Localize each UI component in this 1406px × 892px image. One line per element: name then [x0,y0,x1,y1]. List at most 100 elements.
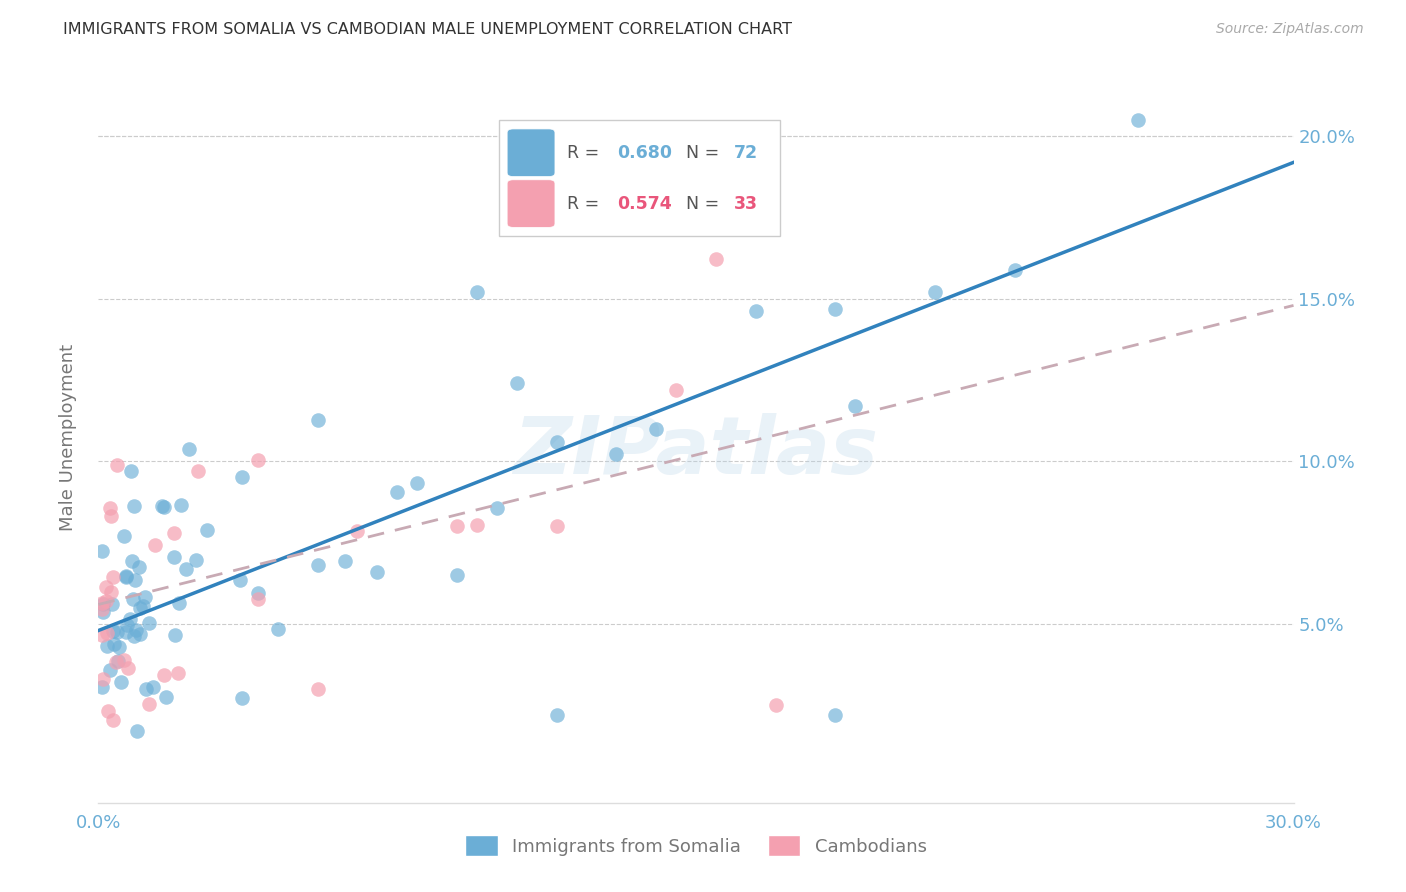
Immigrants from Somalia [120,612,142,626]
Immigrants from Somalia [546,434,568,449]
Cambodians [100,585,122,599]
Immigrants from Somalia [385,484,409,499]
Immigrants from Somalia [110,674,132,689]
Immigrants from Somalia [174,562,197,576]
Immigrants from Somalia [135,681,157,696]
Cambodians [465,517,488,532]
Immigrants from Somalia [124,574,146,588]
Text: N =: N = [686,194,725,212]
Immigrants from Somalia [131,599,153,613]
Immigrants from Somalia [406,475,429,490]
Cambodians [765,698,787,713]
Cambodians [346,524,368,538]
Immigrants from Somalia [605,447,627,461]
Cambodians [665,383,688,397]
Immigrants from Somalia [335,554,357,568]
FancyBboxPatch shape [508,180,555,227]
Cambodians [94,580,117,594]
Immigrants from Somalia [366,565,388,579]
Immigrants from Somalia [134,590,156,604]
Immigrants from Somalia [177,442,200,456]
Immigrants from Somalia [91,680,114,694]
Cambodians [163,526,186,541]
Cambodians [153,668,176,682]
Immigrants from Somalia [844,399,866,413]
Immigrants from Somalia [307,558,329,572]
Text: Source: ZipAtlas.com: Source: ZipAtlas.com [1216,22,1364,37]
Immigrants from Somalia [465,285,488,300]
Cambodians [101,569,124,583]
Cambodians [246,453,269,467]
Immigrants from Somalia [128,627,150,641]
Immigrants from Somalia [96,639,118,653]
Cambodians [105,458,128,472]
Immigrants from Somalia [125,623,148,637]
Immigrants from Somalia [231,470,253,484]
Immigrants from Somalia [115,618,138,632]
Immigrants from Somalia [446,567,468,582]
Immigrants from Somalia [103,637,125,651]
Immigrants from Somalia [98,663,121,677]
Immigrants from Somalia [824,301,846,316]
Text: 0.680: 0.680 [617,144,672,161]
Immigrants from Somalia [114,570,136,584]
Immigrants from Somalia [170,498,193,512]
Cambodians [105,655,128,669]
Cambodians [91,628,114,642]
Immigrants from Somalia [91,544,114,558]
Cambodians [138,697,160,711]
Immigrants from Somalia [107,654,129,668]
Immigrants from Somalia [91,605,114,619]
Immigrants from Somalia [101,624,124,639]
Cambodians [446,519,468,533]
Immigrants from Somalia [231,691,253,706]
Cambodians [100,509,122,524]
Immigrants from Somalia [142,680,165,694]
FancyBboxPatch shape [508,129,555,177]
Immigrants from Somalia [121,554,143,568]
Immigrants from Somalia [165,627,187,641]
Legend: Immigrants from Somalia, Cambodians: Immigrants from Somalia, Cambodians [458,828,934,863]
Text: 33: 33 [734,194,758,212]
Immigrants from Somalia [114,529,136,543]
Immigrants from Somalia [824,708,846,723]
Immigrants from Somalia [155,690,177,705]
Text: 0.574: 0.574 [617,194,672,212]
Immigrants from Somalia [167,595,190,609]
Immigrants from Somalia [122,592,145,607]
Immigrants from Somalia [124,499,146,513]
Immigrants from Somalia [120,464,142,478]
Cambodians [246,591,269,606]
Immigrants from Somalia [229,573,252,587]
Immigrants from Somalia [307,413,329,427]
Immigrants from Somalia [485,500,508,515]
Immigrants from Somalia [645,422,668,436]
Immigrants from Somalia [101,597,124,611]
Immigrants from Somalia [546,708,568,723]
Text: R =: R = [567,194,605,212]
Immigrants from Somalia [195,523,218,537]
Immigrants from Somalia [1128,113,1150,128]
Text: 72: 72 [734,144,758,161]
Immigrants from Somalia [127,723,149,738]
Immigrants from Somalia [138,616,160,631]
FancyBboxPatch shape [499,120,780,235]
Cambodians [96,626,118,640]
Cambodians [704,252,727,266]
Cambodians [546,519,568,533]
Text: ZIPatlas: ZIPatlas [513,413,879,491]
Cambodians [167,666,190,681]
Cambodians [98,500,121,515]
Immigrants from Somalia [128,560,150,574]
Immigrants from Somalia [924,285,946,299]
Text: IMMIGRANTS FROM SOMALIA VS CAMBODIAN MALE UNEMPLOYMENT CORRELATION CHART: IMMIGRANTS FROM SOMALIA VS CAMBODIAN MAL… [63,22,792,37]
Text: R =: R = [567,144,605,161]
Immigrants from Somalia [247,586,270,600]
Immigrants from Somalia [115,569,138,583]
Cambodians [187,465,209,479]
Cambodians [97,704,120,718]
Y-axis label: Male Unemployment: Male Unemployment [59,343,77,531]
Cambodians [112,653,135,667]
Immigrants from Somalia [1004,263,1026,277]
Immigrants from Somalia [506,376,529,391]
